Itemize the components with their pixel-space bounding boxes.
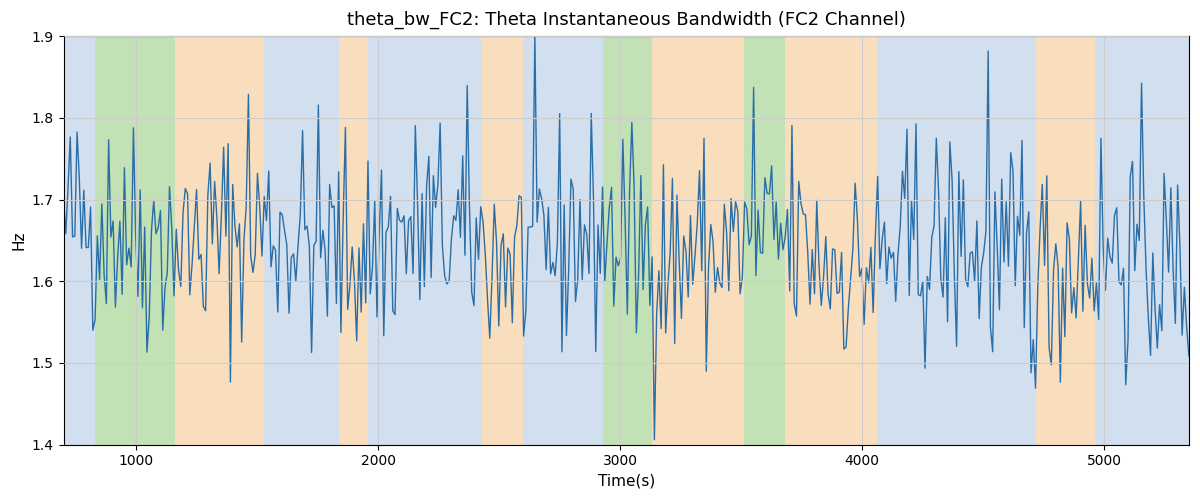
Bar — [744, 36, 785, 445]
Bar — [64, 36, 95, 445]
Bar — [523, 36, 604, 445]
X-axis label: Time(s): Time(s) — [598, 474, 655, 489]
Bar — [604, 36, 652, 445]
Bar — [95, 36, 175, 445]
Bar — [264, 36, 340, 445]
Bar — [368, 36, 482, 445]
Bar — [1094, 36, 1189, 445]
Bar — [1037, 36, 1094, 445]
Bar — [175, 36, 264, 445]
Bar — [877, 36, 1037, 445]
Bar — [652, 36, 744, 445]
Bar — [482, 36, 523, 445]
Bar — [340, 36, 368, 445]
Bar — [785, 36, 877, 445]
Y-axis label: Hz: Hz — [11, 230, 26, 250]
Title: theta_bw_FC2: Theta Instantaneous Bandwidth (FC2 Channel): theta_bw_FC2: Theta Instantaneous Bandwi… — [347, 11, 906, 30]
